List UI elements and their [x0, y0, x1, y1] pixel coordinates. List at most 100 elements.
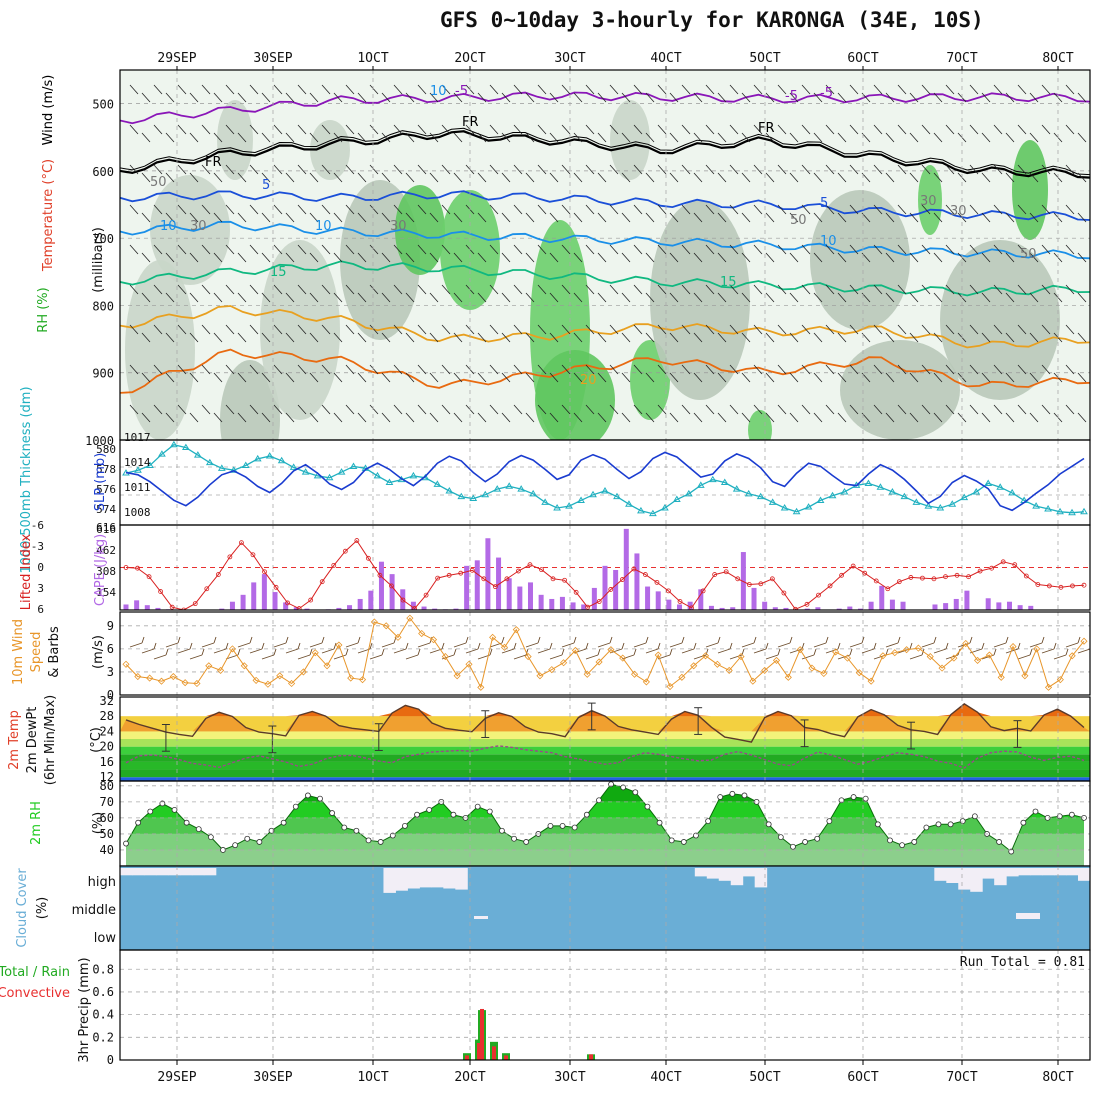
- thickness-point: [744, 489, 753, 497]
- wind-barb: [129, 404, 139, 415]
- wind-barb: [381, 252, 391, 263]
- wind-barb: [285, 648, 299, 654]
- y-tick-label-right: 154: [96, 586, 116, 599]
- wind-barb-tick: [177, 636, 181, 644]
- thickness-point: [457, 492, 466, 500]
- wind-barb: [393, 124, 403, 135]
- wind-barb: [621, 372, 631, 383]
- x-tick-label-bottom: 7OCT: [946, 1070, 977, 1085]
- slp-frame: [119, 439, 1091, 526]
- wind-barb: [1041, 244, 1051, 255]
- wind-barb: [273, 124, 283, 135]
- wind-barb-tick: [633, 648, 637, 656]
- wind-point: [832, 648, 840, 656]
- cape-bar: [570, 602, 576, 610]
- wind-barb: [669, 412, 679, 423]
- wind-barb: [369, 244, 379, 255]
- wind-barb: [537, 164, 547, 175]
- wind-barb: [945, 84, 955, 95]
- wind-barb: [189, 372, 199, 383]
- wind-barb: [897, 404, 907, 415]
- y-tick-label: 0: [107, 688, 114, 702]
- thickness-point: [134, 466, 142, 473]
- wind-barb: [585, 124, 595, 135]
- wind-barb: [1041, 404, 1051, 415]
- wind-barb: [885, 372, 895, 383]
- wind-barb: [237, 642, 251, 648]
- wind-barb: [225, 654, 239, 660]
- wind-barb: [609, 244, 619, 255]
- wind-barb: [405, 292, 415, 303]
- x-tick-label-top: 29SEP: [157, 51, 196, 66]
- cape-bar: [847, 606, 853, 610]
- wind-barb: [549, 412, 559, 423]
- wind-barb: [633, 204, 643, 215]
- wind-barb: [381, 132, 391, 143]
- x-tick-label-top: 7OCT: [946, 51, 977, 66]
- wind-barb: [717, 292, 727, 303]
- lifted-point: [308, 597, 314, 603]
- wind-barb: [621, 292, 631, 303]
- rh-point: [1020, 819, 1027, 826]
- wind-point: [796, 646, 804, 654]
- cloud-gap: [431, 868, 444, 888]
- wind-barb: [177, 284, 187, 295]
- wind-barb: [573, 292, 583, 303]
- wind-barb: [633, 124, 643, 135]
- wind-barb: [357, 172, 367, 183]
- rh-point: [777, 834, 784, 841]
- wind-barb: [525, 252, 535, 263]
- rh-point: [232, 842, 239, 849]
- wind-barb: [813, 252, 823, 263]
- wind-barb: [345, 642, 359, 648]
- wind-barb: [993, 642, 1007, 648]
- x-tick-label-top: 8OCT: [1042, 51, 1073, 66]
- wind-barb: [777, 124, 787, 135]
- wind-barb: [309, 92, 319, 103]
- wind-barb: [1017, 404, 1027, 415]
- wind-barb: [489, 164, 499, 175]
- cape-bar: [985, 598, 991, 610]
- wind-barb: [777, 84, 787, 95]
- y-tick-label-right: 462: [96, 544, 116, 557]
- contour-label: 10: [160, 219, 177, 234]
- label: Temperature (°C): [41, 159, 56, 272]
- cape-bar: [932, 604, 938, 610]
- wind-barb: [237, 252, 247, 263]
- panels: [119, 66, 1091, 1065]
- wind-barb: [441, 284, 451, 295]
- label: (m/s): [91, 635, 106, 669]
- lifted-point: [1058, 584, 1064, 590]
- wind-barb: [129, 324, 139, 335]
- wind-barb: [897, 84, 907, 95]
- thickness-point: [888, 487, 897, 495]
- wind-point: [713, 660, 721, 668]
- wind-barb: [129, 244, 139, 255]
- wind-barb: [993, 84, 1003, 95]
- wind-barb: [333, 92, 343, 103]
- wind-barb: [981, 412, 991, 423]
- wind-barb: [741, 132, 751, 143]
- wind-barb: [417, 404, 427, 415]
- wind-barb: [705, 164, 715, 175]
- thickness-point: [170, 440, 178, 448]
- wind-point: [418, 629, 426, 638]
- wind-barb: [261, 172, 271, 183]
- wind-barb: [825, 124, 835, 135]
- wind-barb: [405, 212, 415, 223]
- wind-barb: [585, 244, 595, 255]
- wind-barb-tick: [837, 642, 841, 650]
- y-tick-label: 578: [96, 463, 116, 476]
- wind-barb: [285, 212, 295, 223]
- cape-bar: [783, 607, 789, 610]
- thickness-point: [493, 485, 502, 492]
- contour-label: -5: [785, 89, 798, 104]
- wind-barb: [909, 412, 919, 423]
- wind-barb-tick: [501, 636, 505, 644]
- cloud-gap: [742, 868, 756, 877]
- wind-barb: [213, 648, 227, 654]
- wind-barb: [177, 164, 187, 175]
- wind-barb: [369, 124, 379, 135]
- lifted-point: [273, 584, 279, 590]
- wind-barb: [189, 332, 199, 343]
